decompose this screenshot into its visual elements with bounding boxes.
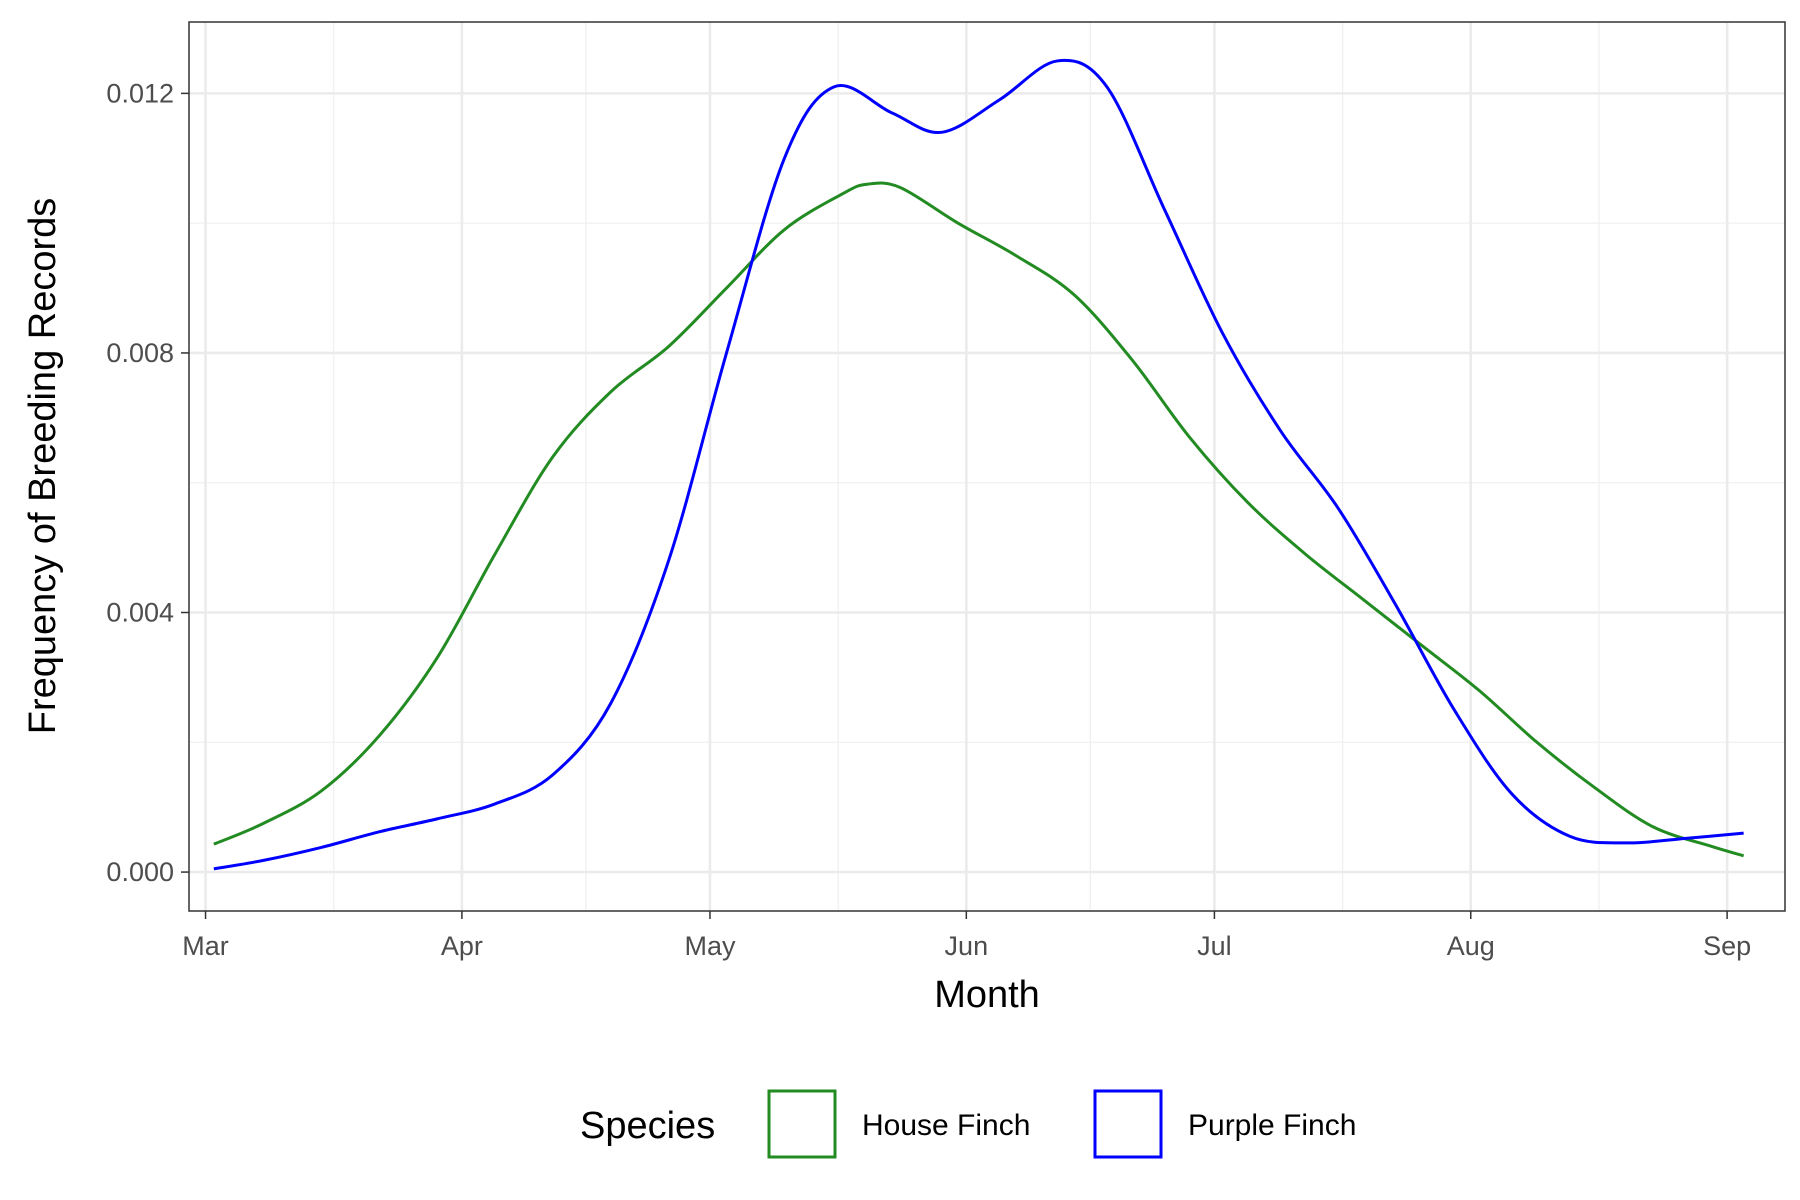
- x-tick-label: Jul: [1197, 931, 1232, 961]
- legend-label-house-finch: House Finch: [862, 1109, 1030, 1142]
- legend: Species House Finch Purple Finch: [580, 1089, 1356, 1159]
- plot-panel: [189, 22, 1785, 911]
- x-axis: Mar Apr May Jun Jul Aug Sep: [182, 911, 1751, 961]
- legend-label-purple-finch: Purple Finch: [1188, 1109, 1356, 1142]
- plot-border: [188, 21, 1786, 912]
- y-minor-gridlines: [189, 222, 1785, 743]
- x-tick-label: May: [684, 931, 736, 961]
- y-tick-label: 0.004: [106, 598, 174, 628]
- legend-key-purple-finch: [1093, 1089, 1163, 1159]
- x-tick-label: Jun: [945, 931, 989, 961]
- legend-key-house-finch: [767, 1089, 837, 1159]
- series-line-purple-finch: [213, 58, 1744, 871]
- y-tick-label: 0.008: [106, 338, 174, 368]
- y-axis-title: Frequency of Breeding Records: [22, 198, 64, 735]
- y-tick-label: 0.012: [106, 78, 174, 108]
- legend-title: Species: [580, 1105, 715, 1147]
- x-axis-title: Month: [934, 974, 1040, 1016]
- y-tick-label: 0.000: [106, 857, 174, 887]
- series-layer: [213, 58, 1745, 871]
- x-tick-label: Sep: [1703, 931, 1751, 961]
- x-tick-label: Mar: [182, 931, 229, 961]
- series-line-house-finch: [213, 181, 1745, 858]
- y-axis: 0.000 0.004 0.008 0.012: [106, 78, 189, 887]
- x-tick-label: Apr: [441, 931, 483, 961]
- x-tick-label: Aug: [1447, 931, 1495, 961]
- x-minor-gridlines: [333, 22, 1600, 911]
- y-major-gridlines: [189, 92, 1785, 874]
